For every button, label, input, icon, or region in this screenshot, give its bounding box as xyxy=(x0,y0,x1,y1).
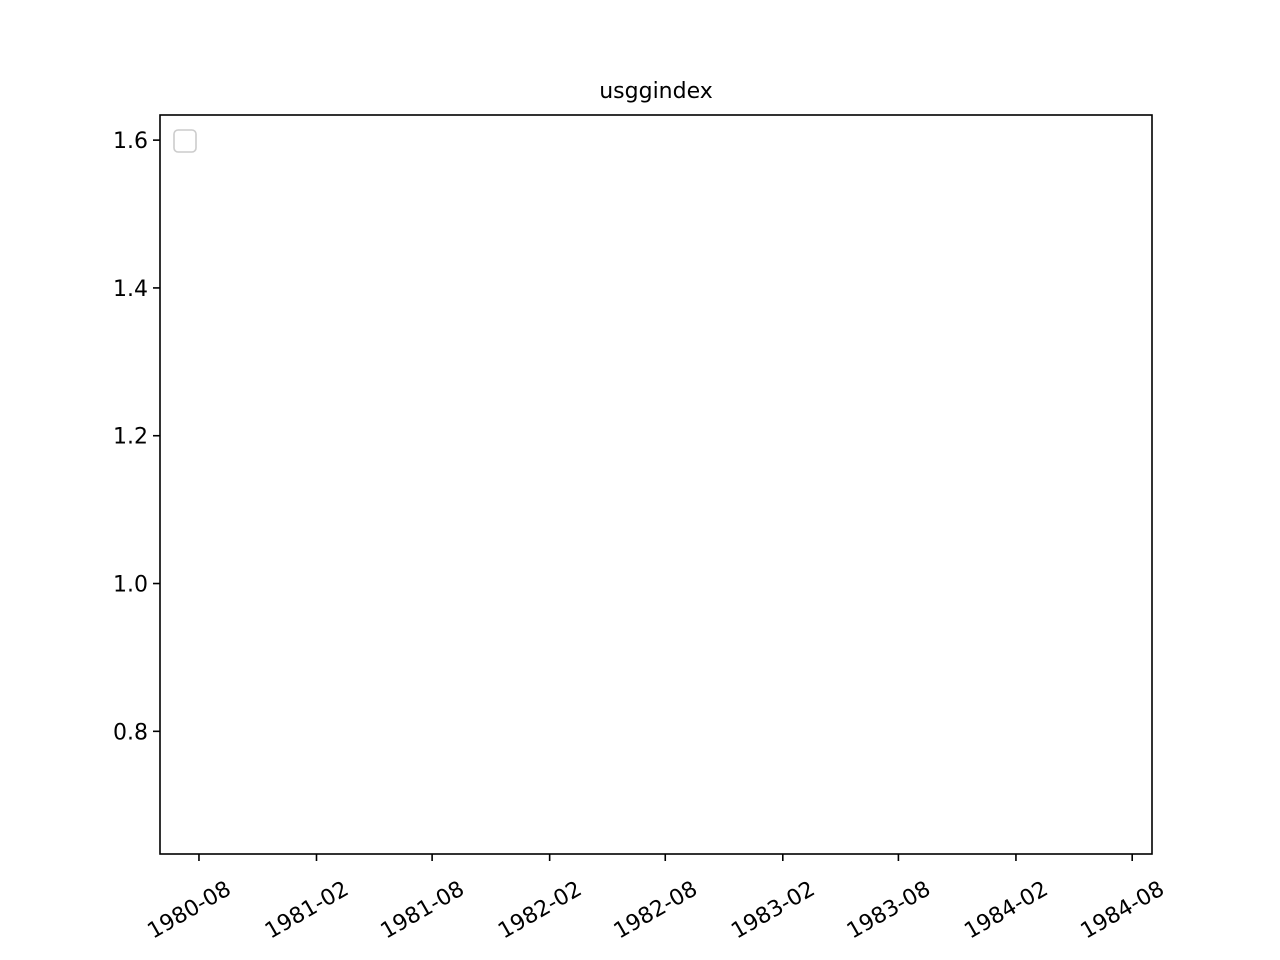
plot-frame xyxy=(159,114,1153,855)
y-tick-label: 1.4 xyxy=(113,277,148,302)
y-tick-label: 0.8 xyxy=(113,720,148,745)
plot-area xyxy=(160,115,1152,854)
legend-box xyxy=(173,129,197,153)
chart-title: usggindex xyxy=(599,79,713,104)
y-tick-label: 1.0 xyxy=(113,573,148,598)
legend xyxy=(173,129,197,153)
y-axis: 0.8 1.0 1.2 1.4 1.6 xyxy=(113,129,160,745)
y-tick-label: 1.6 xyxy=(113,129,148,154)
y-tick-label: 1.2 xyxy=(113,425,148,450)
